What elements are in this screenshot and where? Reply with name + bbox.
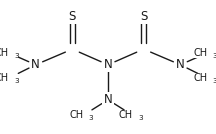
- Text: 3: 3: [14, 53, 19, 59]
- Text: 3: 3: [89, 115, 93, 121]
- Text: N: N: [104, 58, 112, 71]
- Text: CH: CH: [0, 73, 9, 83]
- Text: 3: 3: [213, 78, 216, 84]
- Text: CH: CH: [0, 48, 9, 58]
- Text: S: S: [140, 10, 147, 23]
- Text: CH: CH: [193, 73, 207, 83]
- Text: CH: CH: [69, 110, 83, 120]
- Text: N: N: [31, 58, 40, 71]
- Text: 3: 3: [138, 115, 143, 121]
- Text: N: N: [104, 93, 112, 106]
- Text: CH: CH: [119, 110, 133, 120]
- Text: N: N: [176, 58, 185, 71]
- Text: S: S: [69, 10, 76, 23]
- Text: CH: CH: [193, 48, 207, 58]
- Text: 3: 3: [213, 53, 216, 59]
- Text: 3: 3: [14, 78, 19, 84]
